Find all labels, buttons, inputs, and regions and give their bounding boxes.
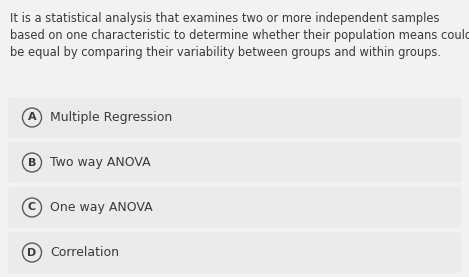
FancyBboxPatch shape [8,142,461,183]
Text: One way ANOVA: One way ANOVA [50,201,152,214]
FancyBboxPatch shape [8,97,461,138]
Text: It is a statistical analysis that examines two or more independent samples: It is a statistical analysis that examin… [10,12,439,25]
Text: Two way ANOVA: Two way ANOVA [50,156,151,169]
Text: Multiple Regression: Multiple Regression [50,111,172,124]
Text: C: C [28,202,36,212]
FancyBboxPatch shape [8,187,461,228]
Text: based on one characteristic to determine whether their population means could: based on one characteristic to determine… [10,29,469,42]
Text: A: A [28,112,36,122]
Text: D: D [27,248,37,258]
Text: be equal by comparing their variability between groups and within groups.: be equal by comparing their variability … [10,46,441,59]
FancyBboxPatch shape [8,232,461,273]
Text: B: B [28,158,36,168]
Text: Correlation: Correlation [50,246,119,259]
